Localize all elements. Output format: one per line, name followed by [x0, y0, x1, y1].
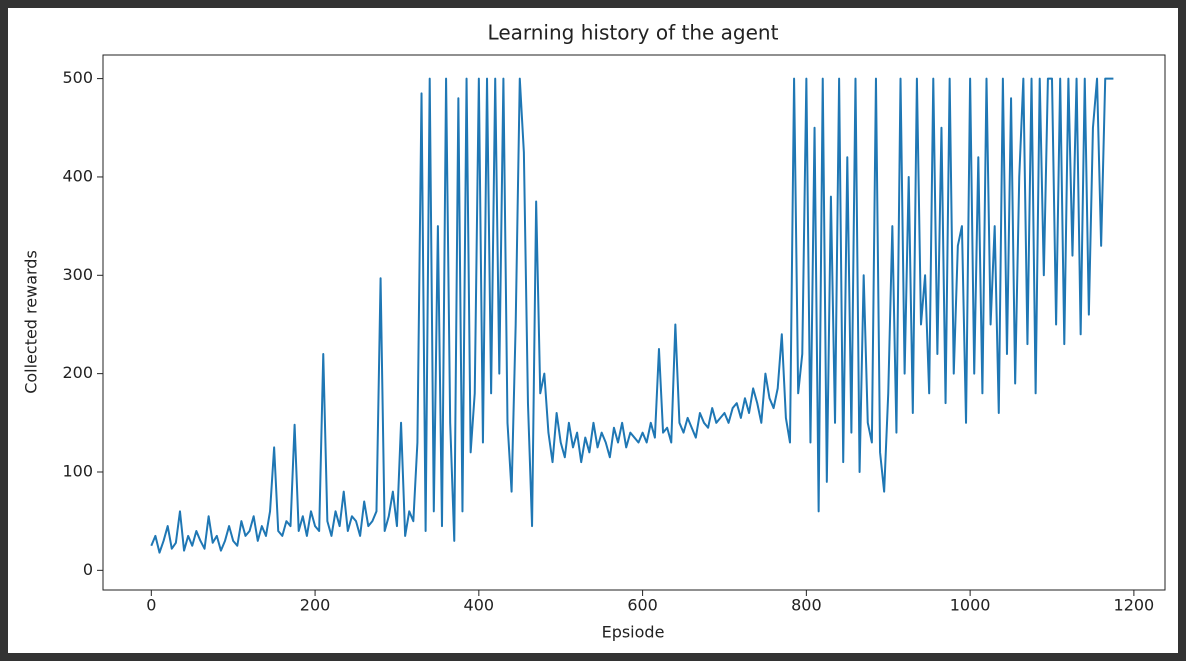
x-tick-label: 0 [146, 596, 156, 615]
line-series [150, 77, 1114, 554]
y-tick-label: 500 [62, 68, 93, 87]
x-axis-label: Epsiode [602, 623, 665, 642]
y-tick-label: 0 [83, 560, 93, 579]
x-tick-label: 800 [791, 596, 822, 615]
x-tick-label: 1200 [1114, 596, 1155, 615]
y-tick-label: 400 [62, 166, 93, 185]
x-tick-label: 600 [627, 596, 658, 615]
x-tick-label: 1000 [950, 596, 991, 615]
chart-title: Learning history of the agent [488, 21, 779, 45]
plot-frame [102, 54, 1166, 591]
x-tick-label: 200 [300, 596, 331, 615]
y-tick-label: 300 [62, 265, 93, 284]
y-axis-label: Collected rewards [22, 250, 41, 394]
y-tick-label: 200 [62, 363, 93, 382]
x-tick-label: 400 [464, 596, 495, 615]
y-tick-label: 100 [62, 461, 93, 480]
